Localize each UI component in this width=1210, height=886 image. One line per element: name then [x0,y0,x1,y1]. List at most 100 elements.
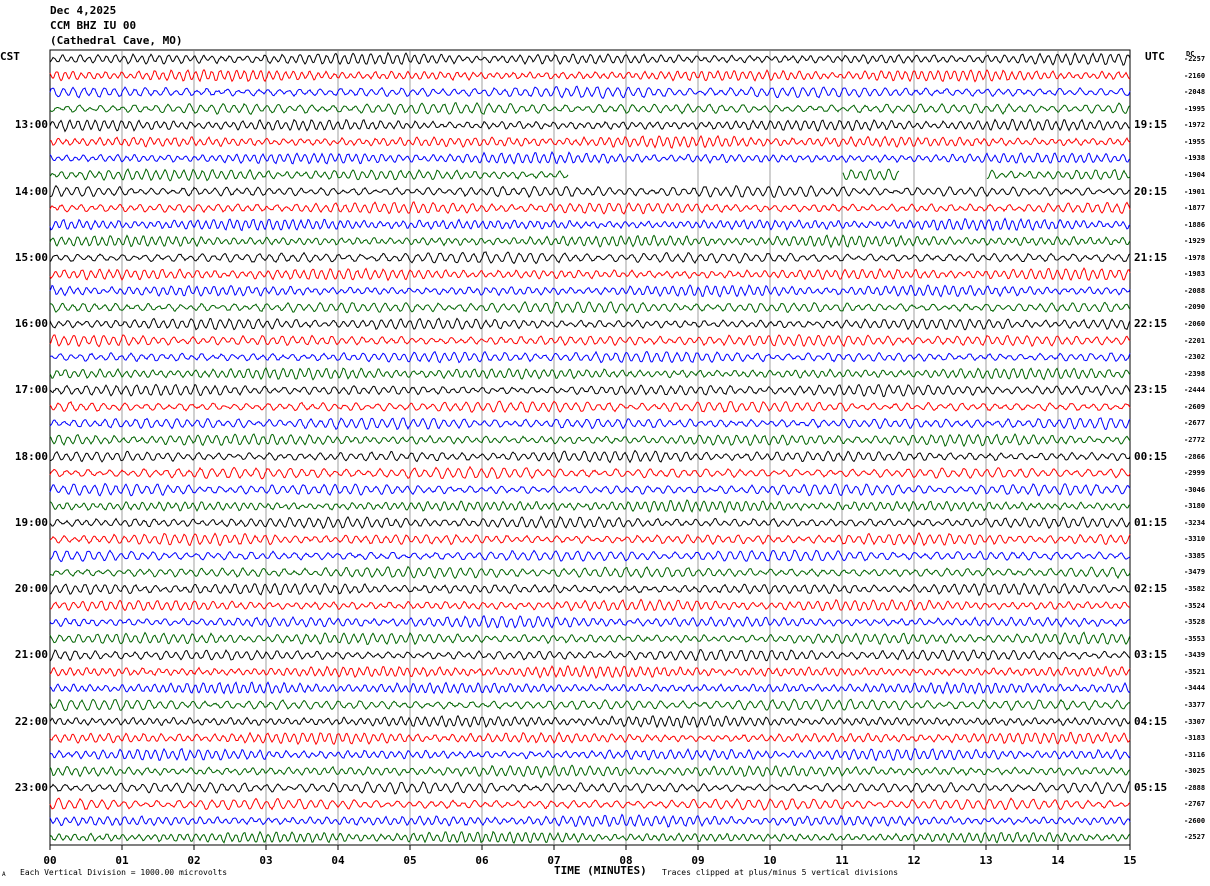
dc-offset-label: -2999 [1184,469,1206,478]
dc-offset-label: -2527 [1184,833,1206,842]
trace-5 [49,134,1131,149]
trace-2 [49,85,1131,99]
x-tick-label: 09 [691,854,705,867]
header-location: (Cathedral Cave, MO) [50,34,183,47]
dc-offset-label: -1972 [1184,121,1206,130]
trace-9 [49,201,1131,215]
dc-offset-label: -1955 [1184,137,1206,146]
dc-offset-label: -2201 [1184,336,1206,345]
trace-43 [49,764,1131,779]
trace-23 [49,433,1131,448]
x-tick-label: 10 [763,854,777,867]
left-hour-label: 16:00 [14,317,48,330]
x-tick-label: 05 [403,854,417,867]
trace-28 [49,515,1131,530]
trace-35 [49,631,1131,646]
trace-39 [49,698,1131,712]
left-hour-label: 21:00 [14,648,48,662]
x-tick-label: 07 [547,854,561,867]
dc-offset-label: -2257 [1184,55,1206,63]
dc-offset-label: -3046 [1184,485,1206,494]
header-date: Dec 4,2025 [50,4,117,17]
left-hour-label: 17:00 [14,383,48,397]
x-tick-label: 03 [259,854,273,867]
trace-33 [49,598,1130,612]
trace-42 [49,747,1131,762]
dc-offset-label: -2772 [1184,435,1206,444]
dc-offset-label: -3439 [1184,651,1206,660]
trace-36 [49,649,1131,662]
dc-offset-label: -2060 [1184,320,1206,328]
dc-offset-label: -1995 [1184,104,1206,113]
dc-offset-label: -3582 [1184,585,1206,593]
left-timezone-label: CST [0,50,20,63]
dc-offset-label: -2088 [1184,286,1206,295]
header-station: CCM BHZ IU 00 [50,19,137,32]
left-hour-label: 22:00 [14,714,48,728]
footer-clip-note: Traces clipped at plus/minus 5 vertical … [662,868,899,877]
dc-offset-label: -2398 [1184,369,1206,378]
x-tick-label: 06 [475,854,489,867]
left-hour-label: 13:00 [14,118,48,132]
trace-27 [49,499,1131,514]
trace-14 [49,284,1131,298]
footer-corner: A [2,871,6,878]
trace-7 [49,168,1131,182]
dc-offset-label: -2600 [1184,816,1206,825]
dc-offset-label: -2609 [1184,402,1206,411]
right-hour-label: 04:15 [1134,714,1168,728]
dc-offset-label: -1983 [1184,270,1206,279]
right-hour-label: 00:15 [1134,449,1168,463]
dc-offset-label: -1929 [1184,237,1206,246]
dc-offset-label: -1938 [1184,154,1206,163]
dc-offset-label: -3377 [1184,700,1206,709]
right-hour-label: 20:15 [1134,184,1168,198]
trace-20 [49,383,1131,398]
trace-40 [49,714,1131,729]
right-hour-label: 23:15 [1134,383,1168,397]
trace-25 [49,465,1131,480]
x-tick-label: 11 [835,854,849,867]
x-tick-label: 12 [907,854,921,867]
x-tick-label: 00 [43,854,57,867]
dc-offset-label: -3180 [1184,502,1206,511]
x-tick-label: 08 [619,854,633,867]
dc-offset-label: -1877 [1184,204,1206,213]
right-hour-label: 21:15 [1134,250,1168,264]
left-hour-label: 15:00 [14,250,48,264]
seismic-traces [49,51,1131,845]
right-hour-label: 02:15 [1134,582,1168,595]
left-hour-label: 23:00 [14,780,48,794]
trace-26 [49,482,1131,497]
trace-45 [49,797,1131,811]
dc-offset-label: -2090 [1184,303,1206,312]
trace-12 [49,251,1131,265]
trace-44 [49,780,1131,795]
right-hour-label: 03:15 [1134,648,1168,662]
trace-16 [49,317,1131,331]
dc-offset-label: -3025 [1184,767,1206,776]
trace-21 [49,400,1131,414]
x-tick-label: 01 [115,854,129,867]
trace-22 [49,417,1131,431]
trace-19 [49,366,1131,381]
dc-offset-label: -2677 [1184,419,1206,428]
dc-offset-label: -3234 [1184,518,1206,527]
plot-border [49,49,1131,846]
trace-34 [49,614,1131,629]
x-tick-label: 14 [1051,854,1065,867]
trace-24 [50,449,1131,464]
trace-4 [49,118,1131,133]
trace-30 [49,549,1131,563]
grid-lines [49,49,1131,850]
left-hour-label: 14:00 [14,184,48,198]
dc-offset-label: -2048 [1184,88,1206,97]
trace-15 [49,300,1131,314]
right-hour-label: 01:15 [1134,515,1168,529]
trace-13 [49,267,1131,282]
trace-46 [49,813,1131,828]
trace-18 [49,350,1131,364]
left-hour-label: 19:00 [14,515,48,529]
x-tick-label: 02 [187,854,201,867]
